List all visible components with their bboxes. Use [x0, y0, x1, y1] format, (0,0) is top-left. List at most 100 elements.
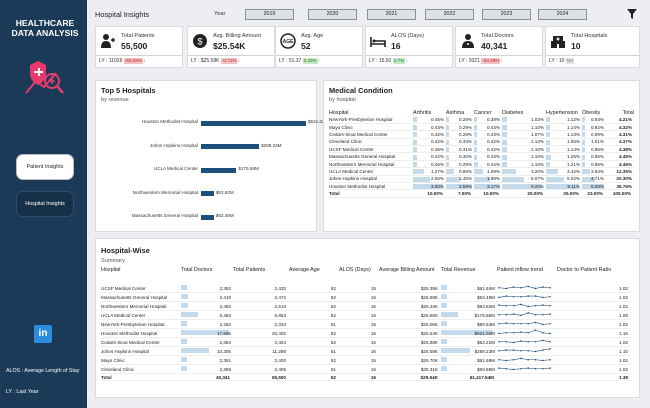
medical-row[interactable]: NewYork-Presbyterian Hospital 0.45% 0.28% 0… — [329, 116, 634, 124]
hospitalwise-row[interactable]: Johns Hopkins Hospital 10,305 11,288 51 16 $2… — [101, 346, 631, 356]
hospitalwise-row[interactable]: Houston Methodist Hospital 17,665 20,402 52… — [101, 328, 631, 338]
year-2024-button[interactable]: 2024 — [538, 9, 587, 20]
nav-hospital-insights-button[interactable]: Hospital Insights — [16, 191, 74, 217]
medical-col-header[interactable]: Obesity — [582, 110, 601, 116]
medical-cell-value: 1.10% — [530, 146, 544, 152]
medical-col-header[interactable]: Total — [622, 110, 634, 116]
sparkline-point — [512, 295, 515, 298]
hospitalwise-doctors-value: 10,305 — [216, 348, 231, 354]
top5-bar[interactable] — [201, 191, 214, 196]
hospitalwise-col-header[interactable]: Average Billing Amount — [379, 267, 435, 273]
medical-cell: 3.20% — [502, 167, 546, 176]
hospitalwise-doctors-bar — [181, 357, 188, 363]
hospitalwise-row[interactable]: Cedars-Sinai Medical Center 2,364 2,404 52 1… — [101, 337, 631, 347]
sparkline-point — [498, 332, 500, 335]
sparkline-point — [498, 304, 500, 306]
year-2020-button[interactable]: 2020 — [308, 9, 357, 20]
medical-col-header[interactable]: Cancer — [474, 110, 492, 116]
hospitalwise-doctors-cell: 6,450 — [181, 310, 233, 320]
hospitalwise-col-header[interactable]: Average Age — [289, 267, 320, 273]
filter-icon[interactable] — [627, 9, 637, 19]
hospitalwise-row[interactable]: UCSF Medical Center 2,392 2,432 52 15 $25.35K… — [101, 284, 631, 293]
medical-cell: 0.44% — [474, 160, 502, 169]
medical-cell-bar — [474, 117, 478, 123]
hospitalwise-col-header[interactable]: ALOS (Days) — [339, 267, 371, 273]
year-2023-button[interactable]: 2023 — [482, 9, 531, 20]
hospitalwise-doctors-value: 2,364 — [219, 339, 232, 345]
medical-row[interactable]: Northwestern Memorial Hospital 0.46% 0.29%… — [329, 160, 634, 169]
hospitalwise-hospital-name: Houston Methodist Hospital — [101, 328, 181, 338]
top5-row: Massachusetts General Hospital $63.48M — [96, 213, 326, 221]
medical-cell-bar — [474, 184, 500, 189]
medical-cell-value: 1.13% — [530, 139, 544, 145]
top5-bar[interactable] — [201, 144, 260, 149]
medical-cell: 1.13% — [546, 130, 582, 139]
medical-col-header[interactable]: Hypertension — [546, 110, 578, 116]
medical-subtitle: by hospital — [329, 97, 356, 103]
medical-row[interactable]: Houston Methodist Hospital 3.60% 2.59% 3.17… — [329, 182, 634, 191]
medical-cell-bar — [582, 125, 585, 130]
medical-row[interactable]: Massachusetts General Hospital 0.42% 0.30%… — [329, 152, 634, 161]
medical-cell-value: 1.06% — [566, 139, 580, 145]
hospitalwise-billing: $25.06K — [379, 319, 441, 329]
hospitalwise-doctors-value: 2,392 — [219, 285, 232, 291]
sparkline-point — [527, 358, 529, 361]
medical-col-header[interactable]: Asthma — [446, 110, 465, 116]
medical-col-header[interactable]: Arthritis — [413, 110, 432, 116]
hospitalwise-row[interactable]: Northwestern Memorial Hospital 2,460 2,510… — [101, 301, 631, 311]
top5-bar[interactable] — [201, 120, 306, 126]
medical-cell-bar — [502, 147, 507, 152]
hospitalwise-row[interactable]: Cleveland Clinic 2,365 2,405 51 15 $25.31K $60… — [101, 364, 631, 374]
sparkline-line — [498, 348, 551, 352]
hospitalwise-patients: 2,334 — [233, 319, 289, 329]
medical-row[interactable]: Johns Hopkins Hospital 2.06% 1.45% 1.99% 5.0… — [329, 175, 634, 184]
sparkline-point — [549, 295, 551, 298]
top5-row: UCLA Medical Center $175.86M — [96, 166, 326, 174]
hospitalwise-col-header[interactable]: Patient inflow trend — [497, 267, 543, 273]
sparkline-point — [527, 322, 529, 325]
hospitalwise-col-header[interactable]: Doctor to Patient Ratio — [557, 267, 612, 273]
top5-bar[interactable] — [201, 167, 237, 173]
hospitalwise-row[interactable]: Mayo Clinic 2,351 2,400 52 15 $25.70K $61.68M 1… — [101, 355, 631, 365]
hospitalwise-doctors-value: 6,450 — [219, 312, 232, 318]
hospitalwise-revenue-cell: $175.86M — [441, 310, 497, 320]
medical-cell-bar — [474, 125, 478, 130]
hospitalwise-row[interactable]: UCLA Medical Center 6,450 6,853 52 15 $25.66K… — [101, 310, 631, 320]
sparkline-point — [542, 367, 544, 370]
medical-row[interactable]: UCSF Medical Center 0.45% 0.31% 0.42% 1.10% 1… — [329, 145, 634, 154]
medical-row[interactable]: Mayo Clinic 0.43% 0.29% 0.43% 1.10% 1.14% 0.92… — [329, 123, 634, 132]
hospitalwise-revenue-value: $63.48M — [477, 294, 495, 300]
medical-row[interactable]: Cleveland Clinic 0.42% 0.33% 0.42% 1.13% 1.06… — [329, 138, 634, 147]
medical-cell: 1.07% — [502, 130, 546, 139]
linkedin-icon[interactable]: in — [34, 325, 52, 343]
hospitalwise-col-header[interactable]: Hospital — [101, 267, 121, 273]
hospitalwise-row[interactable]: NewYork-Presbyterian Hospital 2,282 2,334 5… — [101, 319, 631, 329]
hospitalwise-col-header[interactable]: Total Patients — [233, 267, 266, 273]
year-2019-button[interactable]: 2019 — [245, 9, 294, 20]
medical-cell-value: 3.42% — [566, 168, 580, 174]
medical-cell-value: 3.60% — [430, 183, 444, 189]
nav-patient-insights-button[interactable]: Patient Insights — [16, 154, 74, 180]
medical-cell-value: 1.21% — [566, 161, 580, 167]
medical-row[interactable]: UCLA Medical Center 1.27% 0.85% 1.09% 3.20% 3… — [329, 167, 634, 176]
medical-cell-bar — [502, 154, 507, 160]
medical-cell-value: 8.09% — [590, 183, 604, 189]
medical-cell: 0.85% — [446, 167, 474, 176]
year-2022-button[interactable]: 2022 — [425, 9, 474, 20]
year-2021-button[interactable]: 2021 — [367, 9, 416, 20]
medical-cell-value: 0.28% — [458, 131, 472, 137]
medical-cell-value: 4.21% — [618, 116, 632, 122]
hospitalwise-col-header[interactable]: Total Doctors — [181, 267, 213, 273]
medical-cell-value: 12.35% — [616, 168, 632, 174]
medical-col-header[interactable]: Hospital — [329, 110, 349, 116]
medical-col-header[interactable]: Diabetes — [502, 110, 524, 116]
sparkline-chart — [498, 321, 551, 326]
hospital-bed-icon — [370, 33, 386, 49]
hospitalwise-col-header[interactable]: Total Revenue — [441, 267, 476, 273]
hospitalwise-revenue-value: $58.53M — [477, 321, 495, 327]
medical-row[interactable]: Cedars-Sinai Medical Center 0.42% 0.28% 0.4… — [329, 130, 634, 139]
top5-bar[interactable] — [201, 214, 214, 220]
sparkline-line — [498, 358, 551, 361]
hospitalwise-row[interactable]: Massachusetts General Hospital 2,419 2,472… — [101, 292, 631, 302]
hospitalwise-avg-age: 52 — [289, 301, 339, 311]
